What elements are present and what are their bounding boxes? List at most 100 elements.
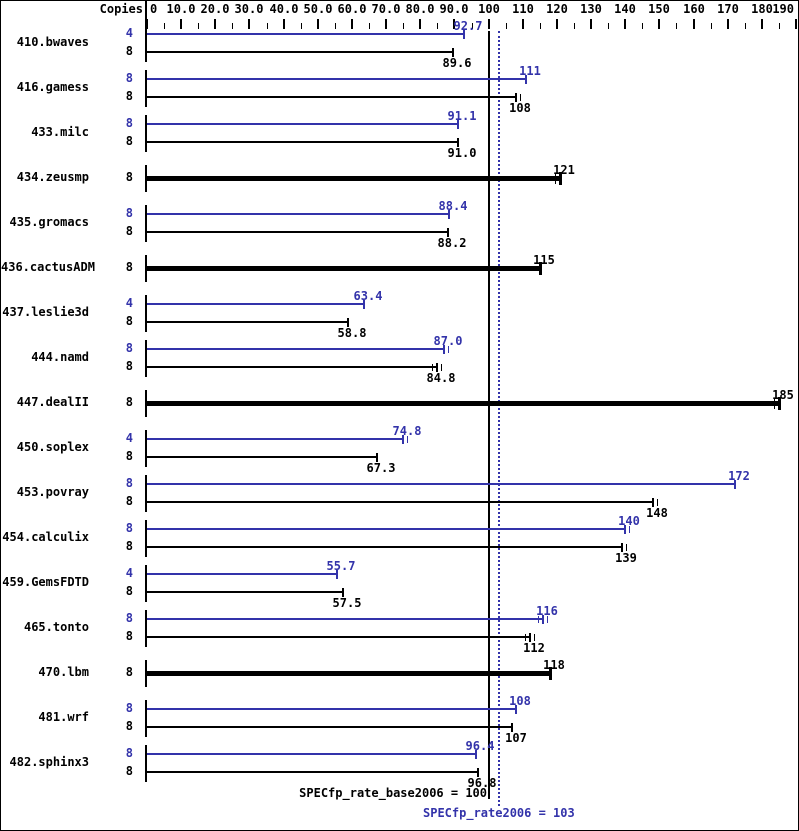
run-median-tick xyxy=(629,526,630,533)
result-value-label: 140 xyxy=(618,514,640,528)
result-value-label: 67.3 xyxy=(366,461,396,475)
base-rate-result-label: SPECfp_rate_base2006 = 100 xyxy=(299,786,487,800)
result-bar-endcap xyxy=(443,345,445,354)
benchmark-name-label: 434.zeusmp xyxy=(16,170,89,184)
result-bar-base xyxy=(147,231,448,233)
axis-major-tick xyxy=(795,19,797,29)
axis-minor-tick xyxy=(335,23,336,29)
copies-count-label: 8 xyxy=(125,260,133,274)
result-bar-base xyxy=(147,96,516,98)
axis-minor-tick xyxy=(711,23,712,29)
axis-major-tick xyxy=(351,19,353,29)
result-bar-base xyxy=(147,546,622,548)
result-bar-endcap xyxy=(336,570,338,579)
run-median-tick xyxy=(657,499,658,506)
axis-major-tick xyxy=(385,19,387,29)
result-bar-base xyxy=(147,366,437,368)
result-value-label: 91.1 xyxy=(447,109,477,123)
run-median-tick xyxy=(407,436,408,443)
axis-major-tick xyxy=(522,19,524,29)
group-axis-spine xyxy=(145,295,147,332)
group-axis-spine xyxy=(145,390,147,417)
result-bar-base xyxy=(147,671,550,676)
result-bar-base xyxy=(147,591,343,593)
benchmark-name-label: 459.GemsFDTD xyxy=(2,575,89,589)
result-bar-endcap xyxy=(347,318,349,327)
benchmark-name-label: 470.lbm xyxy=(38,665,89,679)
copies-count-label: 8 xyxy=(125,476,133,490)
axis-major-tick xyxy=(248,19,250,29)
result-bar-base xyxy=(147,176,560,181)
result-value-label: 111 xyxy=(519,64,541,78)
axis-minor-tick xyxy=(506,23,507,29)
result-bar-peak xyxy=(147,78,526,80)
benchmark-name-label: 481.wrf xyxy=(38,710,89,724)
axis-minor-tick xyxy=(232,23,233,29)
axis-major-tick xyxy=(453,19,455,29)
result-value-label: 96.8 xyxy=(467,776,497,790)
axis-major-tick xyxy=(419,19,421,29)
axis-tick-label: 50.0 xyxy=(303,2,333,16)
copies-count-label: 8 xyxy=(125,71,133,85)
result-value-label: 148 xyxy=(646,506,668,520)
run-median-tick xyxy=(547,616,548,623)
result-bar-endcap xyxy=(515,705,517,714)
result-bar-peak xyxy=(147,303,364,305)
copies-count-label: 8 xyxy=(125,719,133,733)
result-bar-peak xyxy=(147,438,403,440)
run-median-tick xyxy=(774,398,775,409)
result-bar-base xyxy=(147,401,779,406)
axis-minor-tick xyxy=(164,23,165,29)
axis-tick-label: 20.0 xyxy=(200,2,230,16)
axis-tick-label: 180 xyxy=(751,2,773,16)
copies-count-label: 4 xyxy=(125,566,133,580)
result-bar-peak xyxy=(147,528,625,530)
axis-major-tick xyxy=(180,19,182,29)
copies-count-label: 8 xyxy=(125,611,133,625)
copies-count-label: 8 xyxy=(125,701,133,715)
copies-count-label: 8 xyxy=(125,764,133,778)
result-value-label: 118 xyxy=(543,658,565,672)
axis-minor-tick xyxy=(403,23,404,29)
axis-tick-label: 70.0 xyxy=(371,2,401,16)
copies-count-label: 8 xyxy=(125,494,133,508)
result-bar-endcap xyxy=(539,262,542,275)
result-bar-endcap xyxy=(376,453,378,462)
run-median-tick xyxy=(626,544,627,551)
benchmark-name-label: 450.soplex xyxy=(16,440,89,454)
copies-count-label: 8 xyxy=(125,539,133,553)
result-value-label: 112 xyxy=(523,641,545,655)
result-bar-endcap xyxy=(549,667,552,680)
run-median-tick xyxy=(538,616,539,623)
result-value-label: 107 xyxy=(505,731,527,745)
result-bar-base xyxy=(147,501,653,503)
axis-tick-label: 160 xyxy=(683,2,705,16)
axis-tick-label: 190 xyxy=(772,2,794,16)
axis-major-tick xyxy=(658,19,660,29)
benchmark-name-label: 436.cactusADM xyxy=(1,260,95,274)
result-value-label: 91.0 xyxy=(447,146,477,160)
group-axis-spine xyxy=(145,660,147,687)
result-value-label: 74.8 xyxy=(392,424,422,438)
result-bar-endcap xyxy=(457,138,459,147)
copies-count-label: 8 xyxy=(125,314,133,328)
result-value-label: 172 xyxy=(728,469,750,483)
group-axis-spine xyxy=(145,475,147,512)
result-bar-peak xyxy=(147,573,337,575)
result-bar-endcap xyxy=(448,210,450,219)
axis-minor-tick xyxy=(608,23,609,29)
result-bar-peak xyxy=(147,618,543,620)
benchmark-name-label: 433.milc xyxy=(31,125,89,139)
result-bar-endcap xyxy=(624,525,626,534)
copies-count-label: 8 xyxy=(125,224,133,238)
result-value-label: 185 xyxy=(772,388,794,402)
result-value-label: 108 xyxy=(509,694,531,708)
peak-reference-line xyxy=(498,31,500,806)
benchmark-name-label: 453.povray xyxy=(16,485,89,499)
benchmark-name-label: 435.gromacs xyxy=(9,215,89,229)
axis-tick-label: 140 xyxy=(614,2,636,16)
result-bar-endcap xyxy=(457,120,459,129)
result-bar-endcap xyxy=(778,397,781,410)
result-value-label: 58.8 xyxy=(337,326,367,340)
